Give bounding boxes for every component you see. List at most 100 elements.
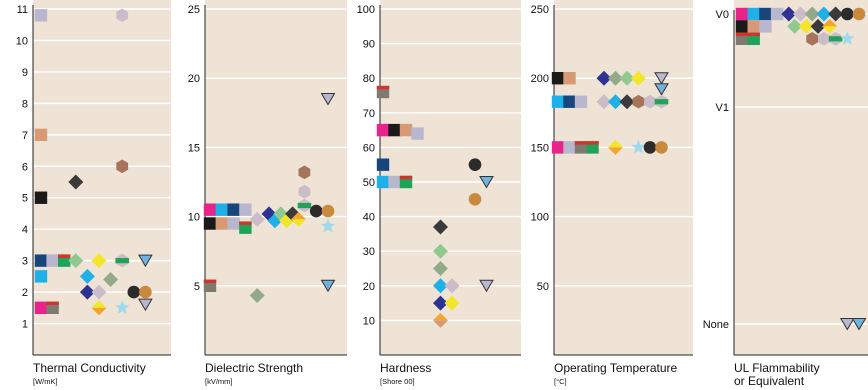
data-point xyxy=(586,141,599,154)
x-axis-unit: [kV/mm] xyxy=(205,377,233,386)
data-point xyxy=(34,191,48,204)
data-point xyxy=(793,6,808,22)
data-point xyxy=(631,139,646,154)
data-point xyxy=(34,9,48,22)
data-point xyxy=(215,203,228,216)
data-point xyxy=(759,20,772,33)
data-point xyxy=(806,32,819,46)
data-point xyxy=(411,127,424,140)
y-tick-label: 11 xyxy=(17,4,28,16)
data-point xyxy=(116,159,129,174)
data-point xyxy=(816,6,832,22)
y-tick-label: 30 xyxy=(363,246,375,258)
y-tick-label: 5 xyxy=(22,193,28,205)
data-point xyxy=(608,94,623,110)
data-point xyxy=(138,298,153,312)
data-point xyxy=(46,301,59,315)
data-point xyxy=(551,72,565,85)
data-point xyxy=(747,32,760,45)
data-point xyxy=(643,141,657,154)
data-point xyxy=(227,203,240,216)
x-axis-title-line2: or Equivalent xyxy=(734,374,805,388)
y-tick-label: 100 xyxy=(357,4,375,16)
data-point xyxy=(468,158,482,171)
data-point xyxy=(563,95,576,108)
data-point xyxy=(468,193,482,206)
data-point xyxy=(619,70,635,86)
data-point xyxy=(655,141,668,154)
y-tick-label: 5 xyxy=(194,281,200,293)
data-point xyxy=(227,217,240,230)
data-point xyxy=(828,32,843,46)
y-tick-label: 7 xyxy=(22,130,28,142)
chart-panel-2: 5 10 15 20 25 Dielectric Strength [kV/mm] xyxy=(188,0,347,386)
x-axis-unit: [°C] xyxy=(554,377,567,386)
data-point xyxy=(103,272,119,288)
y-tick-label: 2 xyxy=(22,287,28,299)
data-point xyxy=(203,217,217,230)
y-tick-label: 60 xyxy=(363,142,375,154)
y-tick-label: 90 xyxy=(363,39,375,51)
chart-panel-1: 1 2 3 4 5 6 7 8 9 10 11 Thermal Conductivity [W/mK] xyxy=(16,0,171,386)
y-tick-label: 15 xyxy=(188,142,200,154)
x-axis-title: Operating Temperature xyxy=(554,361,678,375)
data-point xyxy=(68,174,84,190)
data-point xyxy=(298,184,311,199)
data-point xyxy=(291,211,306,227)
data-point xyxy=(851,318,867,331)
data-point xyxy=(139,285,152,299)
data-point xyxy=(320,279,336,293)
data-point xyxy=(249,211,265,227)
data-point xyxy=(735,20,749,33)
data-point xyxy=(388,175,401,189)
data-point xyxy=(839,318,855,331)
data-point xyxy=(840,31,855,45)
y-tick-label: V1 xyxy=(716,102,729,114)
data-point xyxy=(654,83,669,96)
x-axis-title: UL Flammability xyxy=(734,361,820,375)
data-point xyxy=(115,253,129,268)
data-point xyxy=(320,92,336,106)
chart-panel-4: 50 100 150 200 250 Operating Temperature [°C] xyxy=(531,0,693,386)
data-point xyxy=(433,219,448,235)
data-point xyxy=(34,270,48,283)
data-point xyxy=(632,94,645,109)
y-tick-label: 200 xyxy=(531,73,549,85)
data-point xyxy=(608,139,623,155)
y-tick-label: 20 xyxy=(363,281,375,293)
data-point xyxy=(804,6,820,22)
data-point xyxy=(828,6,844,22)
data-point xyxy=(841,7,854,21)
data-point xyxy=(574,95,588,108)
data-point xyxy=(631,70,646,86)
data-point xyxy=(376,85,390,99)
data-point xyxy=(127,285,141,299)
data-point xyxy=(596,70,612,86)
data-point xyxy=(822,18,838,34)
y-tick-label: 4 xyxy=(22,224,28,236)
data-point xyxy=(46,254,59,267)
y-tick-label: 70 xyxy=(363,108,375,120)
data-point xyxy=(376,175,390,189)
data-point xyxy=(551,95,565,108)
plot-area xyxy=(554,0,693,355)
y-tick-label: 10 xyxy=(16,35,28,47)
data-point xyxy=(388,123,401,137)
data-point xyxy=(619,94,635,110)
data-point xyxy=(399,123,413,137)
y-tick-label: None xyxy=(703,319,729,331)
y-tick-label: 3 xyxy=(22,256,28,268)
data-point xyxy=(563,141,576,154)
data-point xyxy=(320,218,336,233)
data-point xyxy=(479,176,494,189)
data-point xyxy=(34,254,48,267)
data-point xyxy=(644,94,656,109)
y-tick-label: 25 xyxy=(188,4,200,16)
data-point xyxy=(91,253,107,269)
y-tick-label: 8 xyxy=(22,98,28,110)
y-tick-label: 1 xyxy=(22,319,28,331)
data-point xyxy=(433,278,448,294)
data-point xyxy=(203,203,217,216)
